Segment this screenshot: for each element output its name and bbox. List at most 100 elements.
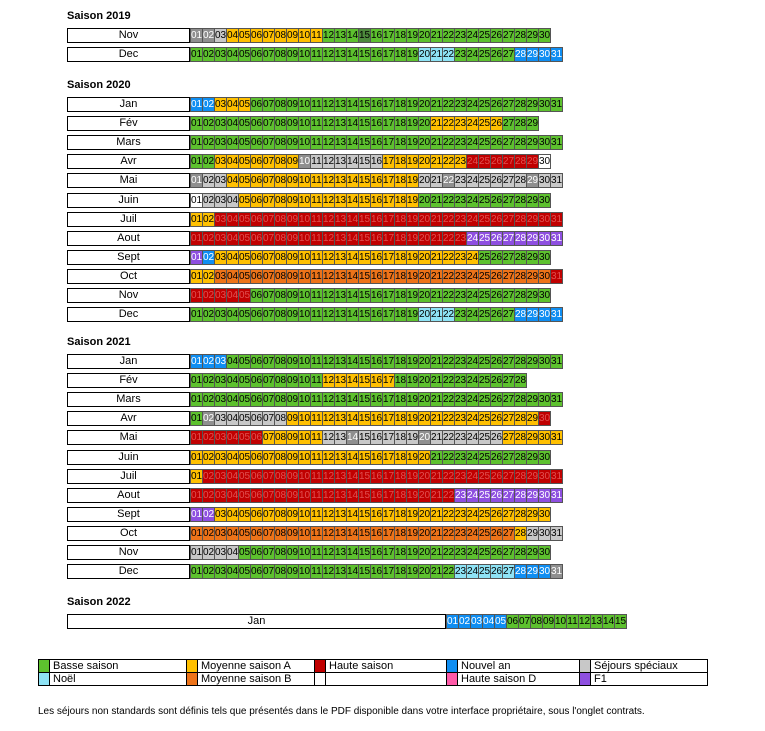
day-cell: 11: [311, 392, 323, 407]
day-cell: 27: [503, 231, 515, 246]
day-cell: 25: [479, 154, 491, 169]
day-cell: 13: [335, 564, 347, 579]
day-cell: 05: [239, 212, 251, 227]
day-cell: 30: [539, 193, 551, 208]
day-cell: 26: [491, 545, 503, 560]
legend-row-1: Basse saison Moyenne saison A Haute saison…: [38, 659, 708, 673]
month-row: Mars 01 02 03 04 05 06 07 08 09 10 11 12 13 14 15 16 17 18…: [67, 392, 563, 407]
day-cell: 02: [203, 373, 215, 388]
day-cell: 07: [263, 469, 275, 484]
month-label: Juil: [67, 212, 190, 227]
day-cell: 21: [431, 545, 443, 560]
day-cell: 15: [359, 307, 371, 322]
day-cell: 24: [467, 135, 479, 150]
day-cell: 30: [539, 450, 551, 465]
day-cell: 22: [443, 307, 455, 322]
day-cell: 24: [467, 47, 479, 62]
day-cell: 23: [455, 469, 467, 484]
day-cell: 25: [479, 97, 491, 112]
day-cell: 29: [527, 154, 539, 169]
day-cell: 12: [323, 307, 335, 322]
day-cell: 07: [263, 507, 275, 522]
day-cell: 04: [227, 545, 239, 560]
day-cell: 18: [395, 116, 407, 131]
day-cell: 24: [467, 231, 479, 246]
day-cell: 06: [251, 564, 263, 579]
day-cell: 18: [395, 135, 407, 150]
day-cell: 13: [335, 116, 347, 131]
day-cell: 16: [371, 392, 383, 407]
month-row: Mars 01 02 03 04 05 06 07 08 09 10 11 12 13 14 15 16 17 18…: [67, 135, 563, 150]
day-cell: 31: [551, 392, 563, 407]
day-cell: 02: [203, 307, 215, 322]
day-cell: 13: [335, 450, 347, 465]
day-cell: 16: [371, 288, 383, 303]
day-cell: 25: [479, 193, 491, 208]
day-cell: 23: [455, 97, 467, 112]
day-cell: 23: [455, 373, 467, 388]
day-cell: 18: [395, 250, 407, 265]
day-cells: 01 02 03 04 05 06 07 08 09 10 11 12 13 14 15 16 17 18 19 20…: [190, 564, 563, 579]
day-cell: 31: [551, 526, 563, 541]
day-cell: 21: [431, 135, 443, 150]
day-cell: 10: [299, 288, 311, 303]
day-cell: 03: [215, 97, 227, 112]
month-row: Juil 01 02 03 04 05 06 07 08 09 10 11 12 13 14 15 16 17 18…: [67, 469, 563, 484]
day-cell: 03: [215, 507, 227, 522]
day-cell: 29: [527, 354, 539, 369]
day-cell: 23: [455, 116, 467, 131]
month-row: Avr 01 02 03 04 05 06 07 08 09 10 11 12 13 14 15 16 17 18 1…: [67, 154, 551, 169]
day-cell: 21: [431, 173, 443, 188]
day-cell: 01: [190, 269, 203, 284]
day-cell: 25: [479, 354, 491, 369]
month-label: Mars: [67, 392, 190, 407]
day-cell: 06: [251, 411, 263, 426]
day-cell: 04: [227, 507, 239, 522]
day-cell: 30: [539, 135, 551, 150]
day-cell: 02: [203, 28, 215, 43]
day-cell: 20: [419, 269, 431, 284]
day-cell: 06: [251, 373, 263, 388]
day-cell: 27: [503, 545, 515, 560]
day-cell: 20: [419, 307, 431, 322]
day-cell: 11: [311, 116, 323, 131]
day-cell: 18: [395, 288, 407, 303]
day-cell: 08: [275, 135, 287, 150]
day-cell: 27: [503, 354, 515, 369]
day-cell: 15: [359, 193, 371, 208]
day-cell: 21: [431, 307, 443, 322]
day-cell: 10: [299, 116, 311, 131]
day-cell: 30: [539, 354, 551, 369]
month-label: Mai: [67, 173, 190, 188]
day-cell: 31: [551, 269, 563, 284]
day-cell: 13: [335, 97, 347, 112]
day-cell: 12: [323, 411, 335, 426]
legend-label: Moyenne saison A: [197, 659, 315, 673]
day-cell: 21: [431, 116, 443, 131]
day-cell: 27: [503, 28, 515, 43]
month-row: Oct 01 02 03 04 05 06 07 08 09 10 11 12 13 14 15 16 17 18 1…: [67, 269, 563, 284]
day-cell: 07: [263, 411, 275, 426]
day-cell: 20: [419, 135, 431, 150]
day-cell: 19: [407, 288, 419, 303]
day-cell: 24: [467, 288, 479, 303]
day-cell: 09: [287, 231, 299, 246]
day-cell: 10: [299, 469, 311, 484]
day-cell: 20: [419, 411, 431, 426]
legend-label: Haute saison D: [457, 672, 580, 686]
day-cell: 07: [263, 154, 275, 169]
day-cell: 27: [503, 288, 515, 303]
day-cell: 19: [407, 116, 419, 131]
day-cell: 10: [299, 430, 311, 445]
legend-swatch: [579, 672, 591, 686]
day-cell: 07: [263, 545, 275, 560]
day-cell: 19: [407, 354, 419, 369]
day-cell: 14: [347, 97, 359, 112]
day-cell: 18: [395, 173, 407, 188]
day-cell: 14: [347, 212, 359, 227]
day-cell: 19: [407, 373, 419, 388]
day-cell: 14: [347, 307, 359, 322]
day-cell: 26: [491, 488, 503, 503]
day-cell: 01: [190, 135, 203, 150]
month-row: Sept 01 02 03 04 05 06 07 08 09 10 11 12 13 14 15 16 17 18…: [67, 507, 551, 522]
